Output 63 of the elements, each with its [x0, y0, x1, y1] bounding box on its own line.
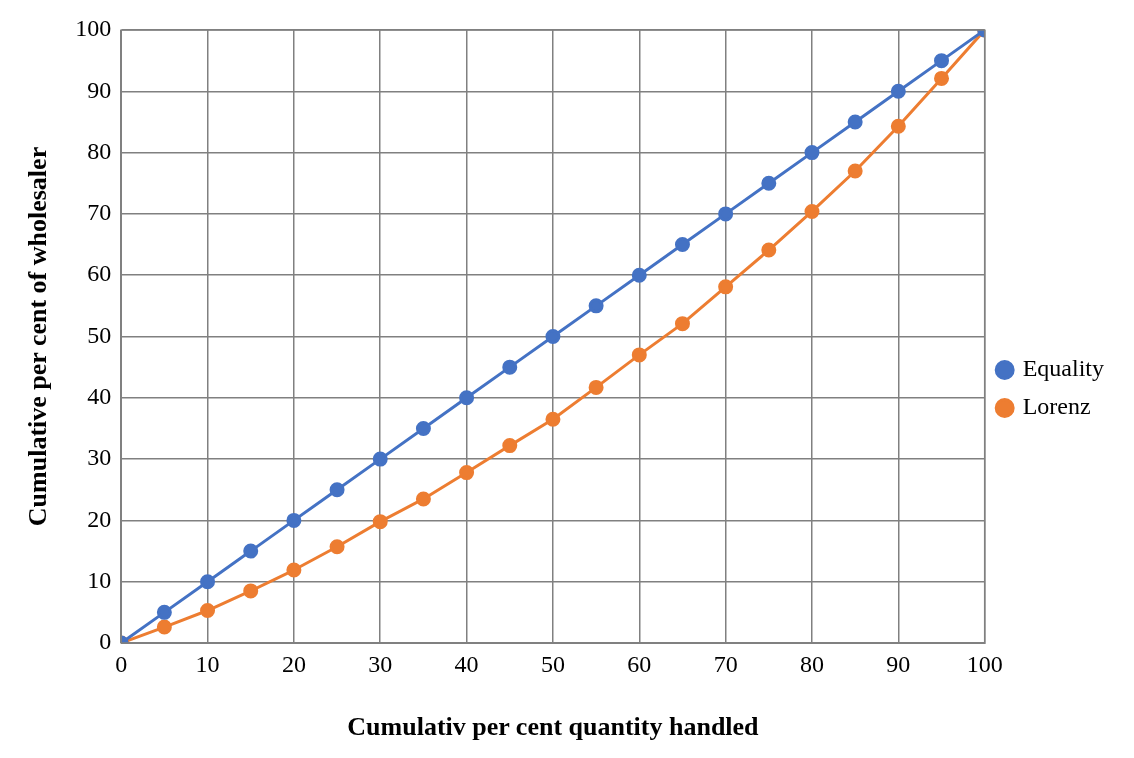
x-tick-label: 10 — [195, 650, 220, 677]
point — [934, 53, 950, 69]
y-tick-label: 100 — [75, 15, 112, 42]
point — [200, 574, 216, 590]
point — [459, 390, 475, 406]
x-tick-label: 90 — [886, 650, 911, 677]
y-tick-label: 30 — [87, 444, 112, 471]
y-axis-title: Cumulative per cent of wholesaler — [23, 146, 53, 527]
point — [502, 438, 518, 454]
x-tick-label: 20 — [281, 650, 306, 677]
x-tick-label: 100 — [966, 650, 1003, 677]
x-tick-label: 40 — [454, 650, 479, 677]
y-tick-label: 50 — [87, 321, 112, 348]
point — [631, 347, 647, 363]
y-tick-label: 60 — [87, 260, 112, 287]
point — [631, 267, 647, 283]
point — [934, 70, 950, 86]
y-tick-label: 80 — [87, 137, 112, 164]
point — [804, 145, 820, 161]
point — [718, 279, 734, 295]
y-tick-label: 20 — [87, 505, 112, 532]
point — [415, 420, 431, 436]
point — [761, 175, 777, 191]
point — [718, 206, 734, 222]
point — [156, 619, 172, 635]
x-tick-label: 30 — [368, 650, 393, 677]
y-tick-label: 90 — [87, 76, 112, 103]
point — [847, 114, 863, 130]
x-tick-label: 50 — [540, 650, 565, 677]
point — [545, 329, 561, 344]
x-tick-label: 70 — [713, 650, 738, 677]
point — [890, 83, 906, 99]
x-axis-title: Cumulativ per cent quantity handled — [347, 712, 760, 742]
point — [329, 539, 345, 555]
point — [588, 379, 604, 395]
y-tick-label: 10 — [87, 567, 112, 593]
point — [545, 411, 561, 427]
point — [761, 242, 777, 258]
point — [372, 451, 388, 467]
point — [847, 163, 863, 179]
point — [243, 543, 259, 559]
point — [890, 118, 906, 134]
point — [200, 603, 216, 619]
point — [372, 514, 388, 530]
x-tick-label: 60 — [627, 650, 652, 677]
y-tick-label: 40 — [87, 383, 112, 410]
point — [674, 237, 690, 253]
point — [156, 604, 172, 620]
y-tick-label: 70 — [87, 199, 112, 226]
point — [286, 512, 302, 528]
x-tick-label: 80 — [799, 650, 824, 677]
y-tick-label: 0 — [99, 628, 112, 655]
point — [329, 482, 345, 498]
point — [588, 298, 604, 314]
point — [804, 203, 820, 219]
legend-label: Lorenz — [1022, 393, 1091, 420]
point — [502, 359, 518, 375]
point — [243, 583, 259, 599]
point — [674, 316, 690, 332]
legend-label: Equality — [1022, 355, 1105, 382]
point — [459, 465, 475, 481]
point — [286, 562, 302, 578]
point — [415, 491, 431, 507]
